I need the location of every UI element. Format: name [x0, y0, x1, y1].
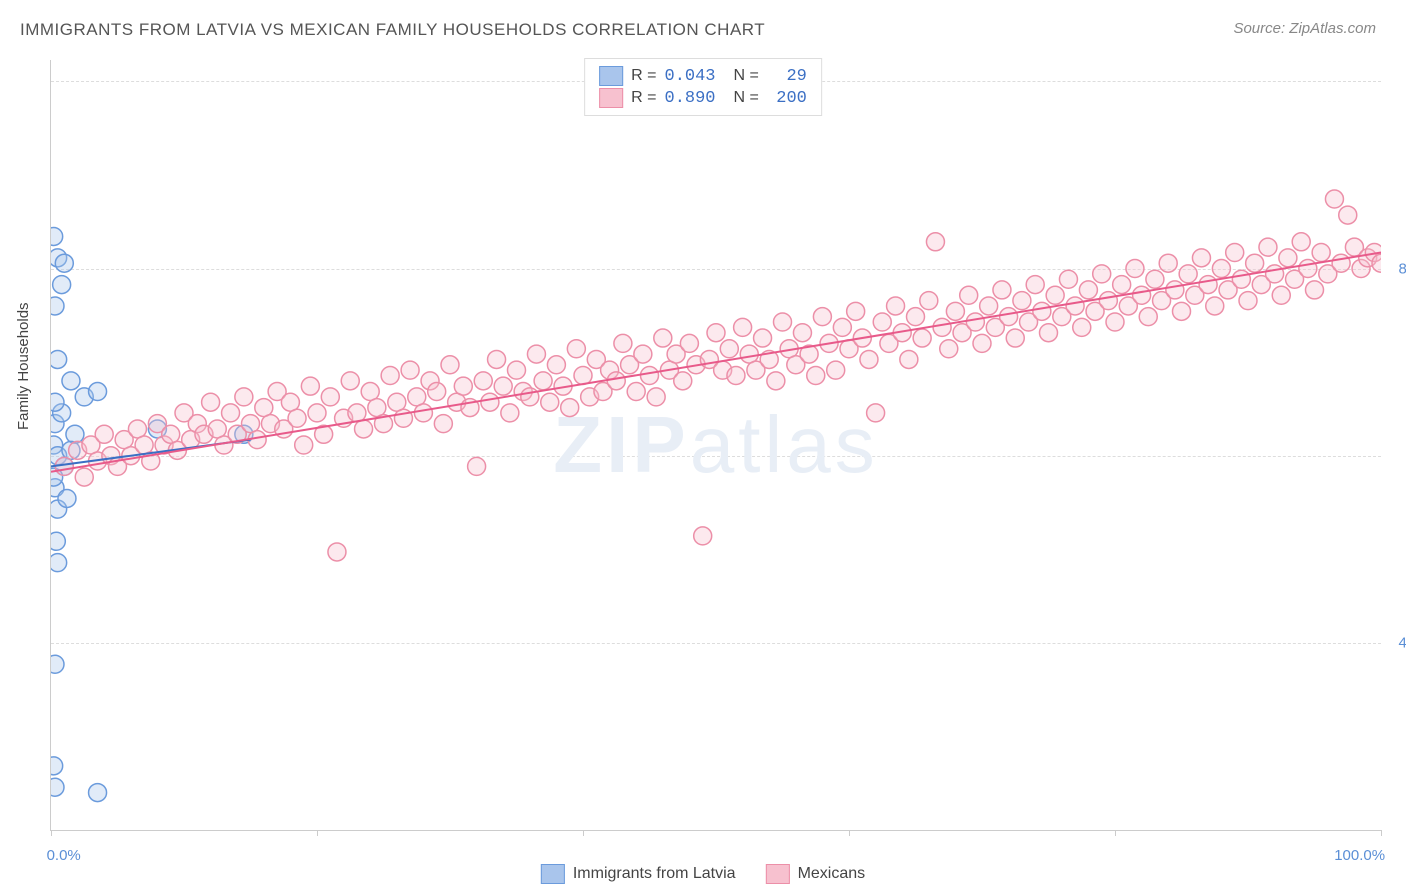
legend-stat-row: R = 0.043 N = 29: [599, 65, 807, 87]
n-value: 200: [767, 89, 807, 108]
legend-swatch: [766, 864, 790, 884]
y-tick-label: 82.5%: [1398, 260, 1406, 277]
legend-swatch: [599, 88, 623, 108]
x-tick: [51, 830, 52, 836]
x-tick: [583, 830, 584, 836]
r-value: 0.043: [664, 67, 715, 86]
source-attribution: Source: ZipAtlas.com: [1233, 20, 1376, 37]
scatter-svg: [51, 60, 1381, 830]
r-value: 0.890: [664, 89, 715, 108]
n-label: N =: [734, 67, 759, 85]
x-tick-label: 0.0%: [47, 847, 81, 864]
n-label: N =: [734, 89, 759, 107]
legend-swatch: [541, 864, 565, 884]
legend-item: Mexicans: [766, 864, 866, 884]
legend-stat-row: R = 0.890 N = 200: [599, 87, 807, 109]
x-tick: [1381, 830, 1382, 836]
legend-label: Immigrants from Latvia: [573, 865, 736, 883]
y-axis-label: Family Households: [15, 302, 32, 430]
n-value: 29: [767, 67, 807, 86]
legend-label: Mexicans: [798, 865, 866, 883]
series-legend: Immigrants from Latvia Mexicans: [541, 864, 865, 884]
y-tick-label: 47.5%: [1398, 634, 1406, 651]
legend-item: Immigrants from Latvia: [541, 864, 736, 884]
x-tick: [849, 830, 850, 836]
x-tick: [317, 830, 318, 836]
correlation-legend: R = 0.043 N = 29 R = 0.890 N = 200: [584, 58, 822, 116]
plot-area: ZIPatlas 47.5%82.5%: [50, 60, 1381, 831]
chart-title: IMMIGRANTS FROM LATVIA VS MEXICAN FAMILY…: [20, 20, 765, 40]
x-tick-label: 100.0%: [1334, 847, 1385, 864]
legend-swatch: [599, 66, 623, 86]
r-label: R =: [631, 67, 656, 85]
r-label: R =: [631, 89, 656, 107]
chart-container: IMMIGRANTS FROM LATVIA VS MEXICAN FAMILY…: [0, 0, 1406, 892]
x-tick: [1115, 830, 1116, 836]
